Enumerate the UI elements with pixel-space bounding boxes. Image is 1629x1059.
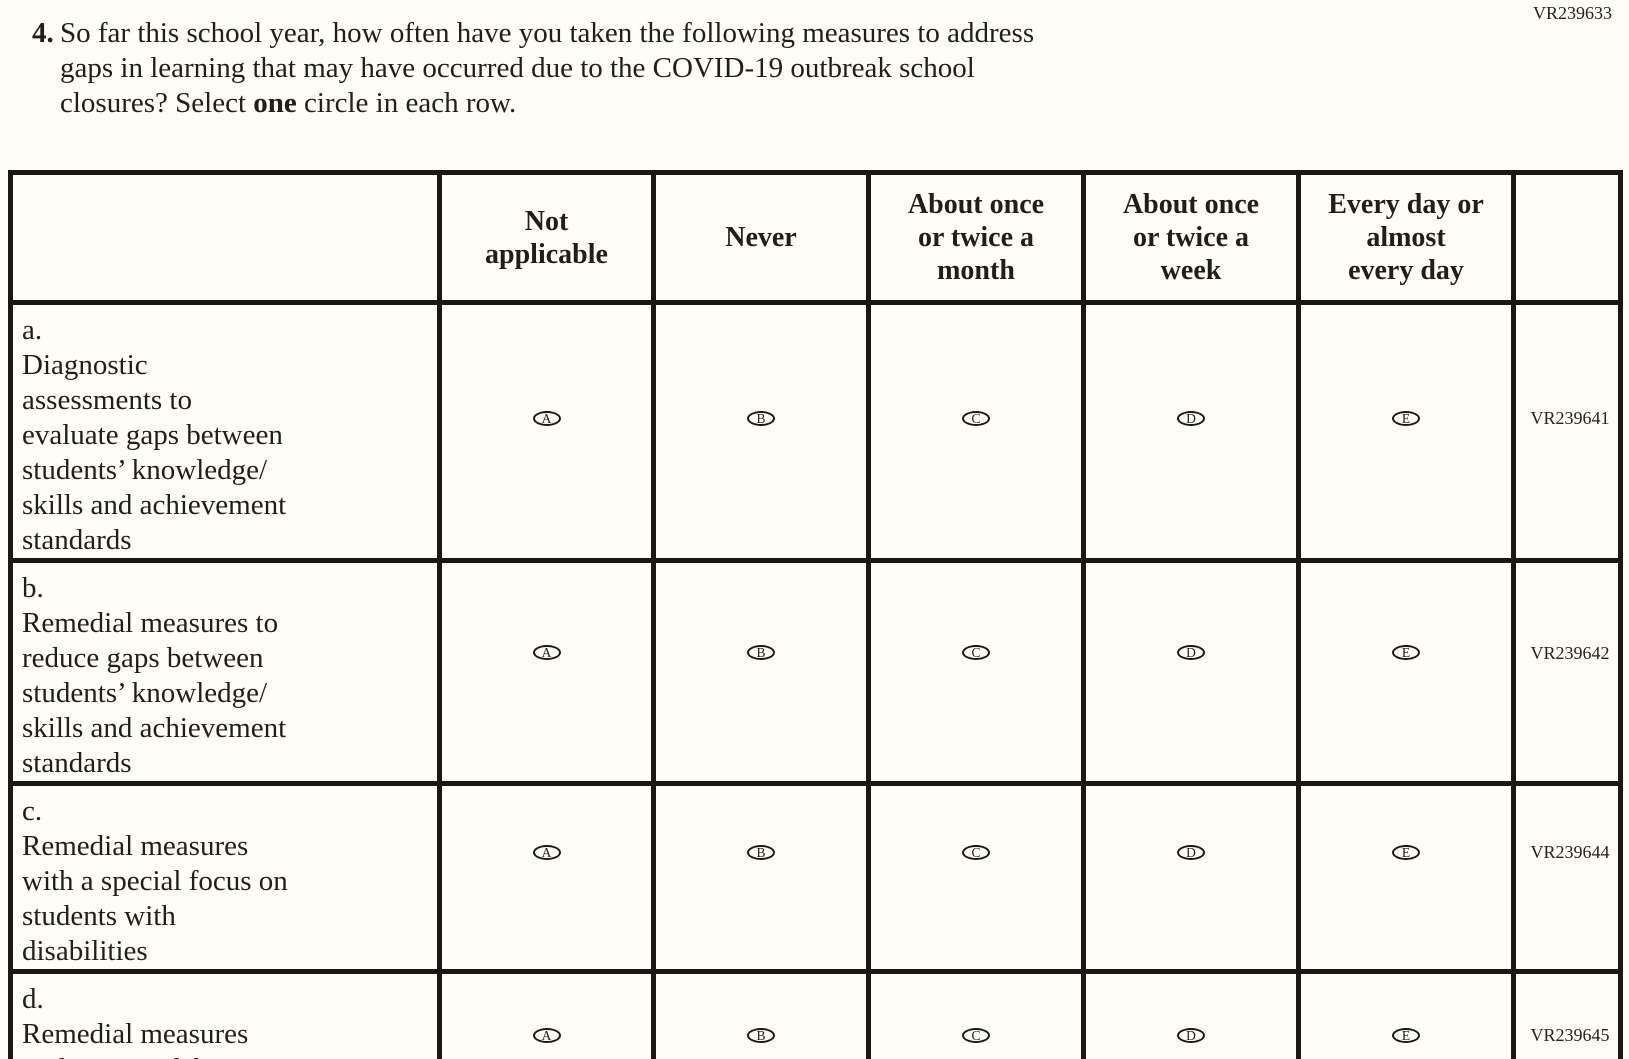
question-bold-word: one <box>253 87 297 119</box>
column-header-once-twice-month: About once or twice a month <box>866 170 1086 305</box>
empty-header-cell <box>8 170 442 305</box>
option-cell: E <box>1296 558 1516 786</box>
row-letter: d. <box>22 983 44 1015</box>
bubble-b-once-twice-month[interactable]: C <box>962 645 990 661</box>
option-cell: B <box>651 969 871 1059</box>
bubble-c-every-day[interactable]: E <box>1392 844 1420 860</box>
option-cell: D <box>1081 558 1301 786</box>
bubble-a-never[interactable]: B <box>747 410 775 426</box>
page-code: VR239633 <box>1532 3 1612 23</box>
column-header-every-day: Every day or almost every day <box>1296 170 1516 305</box>
column-header-never: Never <box>651 170 871 305</box>
row-code: VR239645 <box>1511 969 1623 1059</box>
table-row-c: c.Remedial measures with a special focus… <box>8 781 1623 974</box>
response-grid: Not applicable Never About once or twice… <box>8 170 1623 1059</box>
row-label: Remedial measures to reduce gaps between… <box>22 607 287 779</box>
bubble-c-not-applicable[interactable]: A <box>532 844 561 860</box>
bubble-d-every-day[interactable]: E <box>1392 1027 1420 1043</box>
bubble-b-never[interactable]: B <box>747 645 775 661</box>
column-header-code <box>1511 170 1623 305</box>
option-cell: D <box>1081 300 1301 563</box>
question-text-part1: So far this school year, how often have … <box>60 17 1035 119</box>
option-cell: A <box>437 969 656 1059</box>
table-row-b: b.Remedial measures to reduce gaps betwe… <box>8 558 1623 786</box>
bubble-a-once-twice-month[interactable]: C <box>962 410 990 426</box>
option-cell: A <box>437 558 656 786</box>
bubble-b-not-applicable[interactable]: A <box>532 645 561 661</box>
bubble-d-once-twice-month[interactable]: C <box>962 1027 990 1043</box>
row-label-cell: c.Remedial measures with a special focus… <box>8 781 442 974</box>
bubble-c-once-twice-week[interactable]: D <box>1177 844 1205 860</box>
row-letter: b. <box>22 572 44 604</box>
row-label: Remedial measures with a special focus o… <box>22 830 288 967</box>
question-4: 4. So far this school year, how often ha… <box>32 16 1452 121</box>
option-cell: D <box>1081 781 1301 974</box>
option-cell: C <box>866 781 1086 974</box>
row-code: VR239644 <box>1511 781 1623 974</box>
option-cell: B <box>651 558 871 786</box>
table-row-a: a.Diagnostic assessments to evaluate gap… <box>8 300 1623 563</box>
option-cell: E <box>1296 969 1516 1059</box>
header-row: Not applicable Never About once or twice… <box>8 170 1623 305</box>
option-cell: A <box>437 781 656 974</box>
row-label-cell: a.Diagnostic assessments to evaluate gap… <box>8 300 442 563</box>
bubble-a-not-applicable[interactable]: A <box>532 410 561 426</box>
row-letter: c. <box>22 795 43 827</box>
row-label-cell: d.Remedial measures with a special focus… <box>8 969 442 1059</box>
bubble-a-every-day[interactable]: E <box>1392 410 1420 426</box>
option-cell: E <box>1296 781 1516 974</box>
question-number: 4. <box>32 17 54 49</box>
column-header-once-twice-week: About once or twice a week <box>1081 170 1301 305</box>
option-cell: B <box>651 300 871 563</box>
bubble-c-once-twice-month[interactable]: C <box>962 844 990 860</box>
question-text-part2: circle in each row. <box>296 87 517 119</box>
bubble-d-not-applicable[interactable]: A <box>532 1027 561 1043</box>
row-code: VR239642 <box>1511 558 1623 786</box>
bubble-b-every-day[interactable]: E <box>1392 645 1420 661</box>
row-label-cell: b.Remedial measures to reduce gaps betwe… <box>8 558 442 786</box>
option-cell: E <box>1296 300 1516 563</box>
table-row-d: d.Remedial measures with a special focus… <box>8 969 1623 1059</box>
option-cell: C <box>866 300 1086 563</box>
row-label: Diagnostic assessments to evaluate gaps … <box>22 349 287 556</box>
row-label: Remedial measures with a special focus o… <box>22 1018 288 1059</box>
option-cell: D <box>1081 969 1301 1059</box>
option-cell: B <box>651 781 871 974</box>
bubble-c-never[interactable]: B <box>747 844 775 860</box>
bubble-d-never[interactable]: B <box>747 1027 775 1043</box>
option-cell: A <box>437 300 656 563</box>
bubble-d-once-twice-week[interactable]: D <box>1177 1027 1205 1043</box>
bubble-b-once-twice-week[interactable]: D <box>1177 645 1205 661</box>
option-cell: C <box>866 558 1086 786</box>
row-letter: a. <box>22 314 43 346</box>
option-cell: C <box>866 969 1086 1059</box>
question-text: So far this school year, how often have … <box>60 16 1034 121</box>
row-code: VR239641 <box>1511 300 1623 563</box>
column-header-not-applicable: Not applicable <box>437 170 656 305</box>
bubble-a-once-twice-week[interactable]: D <box>1177 410 1205 426</box>
